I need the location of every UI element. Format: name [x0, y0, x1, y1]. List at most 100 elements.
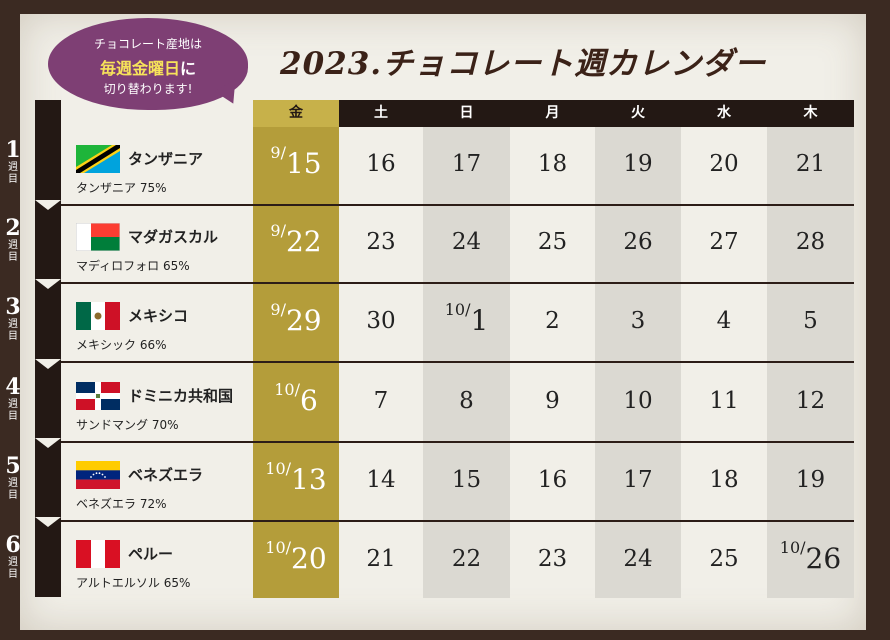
date-cell: 10/26	[767, 538, 854, 575]
country-name: タンザニア	[128, 150, 204, 168]
chocolate-name: タンザニア 75%	[76, 181, 167, 195]
row-divider	[61, 282, 854, 284]
page-title: 2023.チョコレート週カレンダー	[280, 46, 767, 82]
date-cell: 9	[545, 388, 560, 414]
day-number: 22	[285, 225, 322, 258]
weekday-header-cell: 水	[717, 105, 731, 121]
month-prefix: 9/	[270, 221, 286, 240]
row-divider	[61, 204, 854, 206]
week-number: 2	[5, 215, 21, 241]
week-label-char: 週	[8, 399, 18, 410]
date-cell: 28	[795, 229, 826, 255]
day-number: 1	[470, 304, 489, 337]
venezuela-flag-icon	[76, 461, 120, 489]
date-cell: 10	[623, 388, 653, 414]
date-cell: 9/22	[253, 221, 339, 258]
day-number: 15	[285, 147, 322, 180]
date-cell: 23	[366, 229, 396, 255]
country-name: ベネズエラ	[128, 466, 204, 484]
week-divider-chevron	[35, 279, 61, 289]
week-label-char: 週	[8, 319, 18, 330]
week-label-char: 目	[8, 411, 18, 422]
date-cell: 25	[537, 229, 568, 255]
chocolate-name: アルトエルソル 65%	[76, 576, 191, 590]
row-divider	[61, 361, 854, 363]
date-cell: 10/6	[253, 380, 339, 417]
country-name: メキシコ	[128, 307, 189, 325]
weekday-header-cell: 月	[545, 105, 560, 121]
week-label-char: 週	[8, 478, 18, 489]
week-label-char: 目	[8, 174, 18, 185]
date-cell: 23	[537, 546, 568, 572]
chocolate-name: メキシック 66%	[76, 338, 167, 352]
date-cell: 16	[366, 151, 396, 177]
peru-flag-icon	[76, 540, 120, 568]
date-cell: 9/29	[253, 300, 339, 337]
date-cell: 27	[709, 229, 739, 255]
chocolate-name: サンドマング 70%	[76, 418, 179, 432]
date-cell: 12	[795, 388, 826, 414]
country-name: マダガスカル	[128, 228, 219, 246]
date-cell: 8	[459, 388, 474, 414]
date-cell: 21	[366, 546, 396, 572]
date-cell: 19	[795, 467, 826, 493]
week-label-char: 週	[8, 240, 18, 251]
week-label-char: 目	[8, 490, 18, 501]
date-cell: 11	[709, 388, 739, 414]
weekday-header-cell: 日	[459, 105, 474, 121]
bubble-highlight: 毎週金曜日	[99, 59, 180, 78]
date-cell: 18	[709, 467, 739, 493]
week-number: 4	[5, 374, 21, 400]
week-divider-chevron	[35, 359, 61, 369]
speech-bubble: チョコレート産地は 毎週金曜日に 切り替わります!	[48, 18, 248, 110]
weekday-header	[253, 100, 854, 127]
bubble-line-1: チョコレート産地は	[93, 37, 202, 51]
date-cell: 10/13	[253, 459, 339, 496]
madagascar-flag-icon	[75, 222, 121, 252]
date-cell: 16	[537, 467, 568, 493]
date-cell: 7	[373, 388, 389, 414]
date-cell: 2	[545, 308, 560, 334]
date-cell: 21	[795, 151, 826, 177]
date-cell: 30	[366, 308, 396, 334]
week-label-char: 目	[8, 569, 18, 580]
week-divider-chevron	[35, 438, 61, 448]
date-cell: 17	[623, 467, 653, 493]
date-cell: 24	[451, 229, 482, 255]
week-number: 6	[5, 532, 21, 558]
country-entry: メキシコメキシック 66%	[76, 302, 256, 372]
date-cell: 10/20	[253, 538, 339, 575]
month-prefix: 9/	[270, 143, 286, 162]
date-cell: 4	[716, 308, 732, 334]
week-divider-chevron	[35, 517, 61, 527]
bubble-line-2: 毎週金曜日に	[48, 55, 248, 79]
date-cell: 15	[451, 467, 482, 493]
week-label-char: 週	[8, 162, 18, 173]
date-cell: 24	[623, 546, 653, 572]
week-number: 3	[5, 294, 21, 320]
country-name: ペルー	[128, 545, 174, 563]
weekday-header-cell: 火	[631, 105, 645, 121]
weekday-header-cell: 木	[803, 105, 818, 121]
dominican-republic-flag-icon	[76, 382, 120, 410]
row-divider	[61, 520, 854, 522]
country-entry: ドミニカ共和国サンドマング 70%	[76, 382, 256, 452]
month-prefix: 9/	[270, 300, 286, 319]
mexico-flag-icon	[76, 302, 120, 330]
date-cell: 22	[451, 546, 482, 572]
day-number: 6	[299, 384, 318, 417]
week-divider-chevron	[35, 200, 61, 210]
bubble-line-3: 切り替わります!	[103, 82, 193, 96]
day-number: 20	[291, 542, 327, 575]
month-prefix: 10/	[779, 538, 806, 557]
country-name: ドミニカ共和国	[128, 387, 234, 405]
country-entry: タンザニアタンザニア 75%	[76, 145, 256, 215]
tanzania-flag-icon	[76, 145, 120, 173]
chocolate-name: ベネズエラ 72%	[76, 497, 167, 511]
day-number: 26	[805, 542, 842, 575]
